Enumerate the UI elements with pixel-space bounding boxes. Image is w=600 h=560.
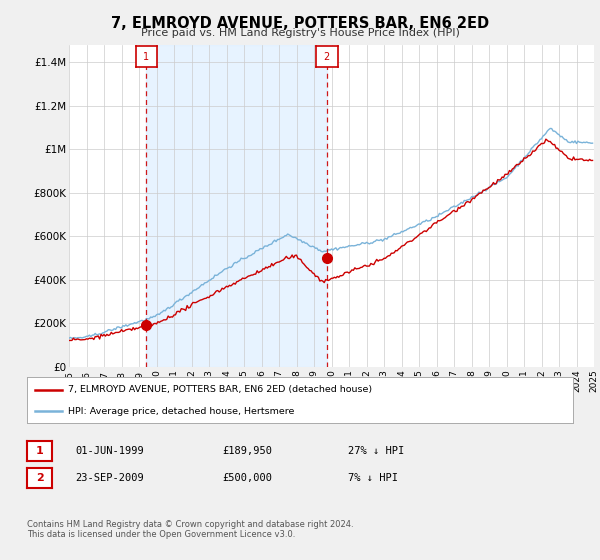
Text: £500,000: £500,000 (222, 473, 272, 483)
Text: £189,950: £189,950 (222, 446, 272, 456)
Text: 1: 1 (143, 52, 149, 62)
Bar (146, 45, 327, 367)
Text: 27% ↓ HPI: 27% ↓ HPI (348, 446, 404, 456)
Text: Price paid vs. HM Land Registry's House Price Index (HPI): Price paid vs. HM Land Registry's House … (140, 28, 460, 38)
Text: 2: 2 (36, 473, 43, 483)
Text: 7, ELMROYD AVENUE, POTTERS BAR, EN6 2ED (detached house): 7, ELMROYD AVENUE, POTTERS BAR, EN6 2ED … (68, 385, 372, 394)
Text: HPI: Average price, detached house, Hertsmere: HPI: Average price, detached house, Hert… (68, 407, 295, 416)
Text: 7, ELMROYD AVENUE, POTTERS BAR, EN6 2ED: 7, ELMROYD AVENUE, POTTERS BAR, EN6 2ED (111, 16, 489, 31)
Text: 1: 1 (36, 446, 43, 456)
Text: 23-SEP-2009: 23-SEP-2009 (75, 473, 144, 483)
Text: 2: 2 (323, 52, 330, 62)
Text: Contains HM Land Registry data © Crown copyright and database right 2024.
This d: Contains HM Land Registry data © Crown c… (27, 520, 353, 539)
Text: 01-JUN-1999: 01-JUN-1999 (75, 446, 144, 456)
Text: 7% ↓ HPI: 7% ↓ HPI (348, 473, 398, 483)
